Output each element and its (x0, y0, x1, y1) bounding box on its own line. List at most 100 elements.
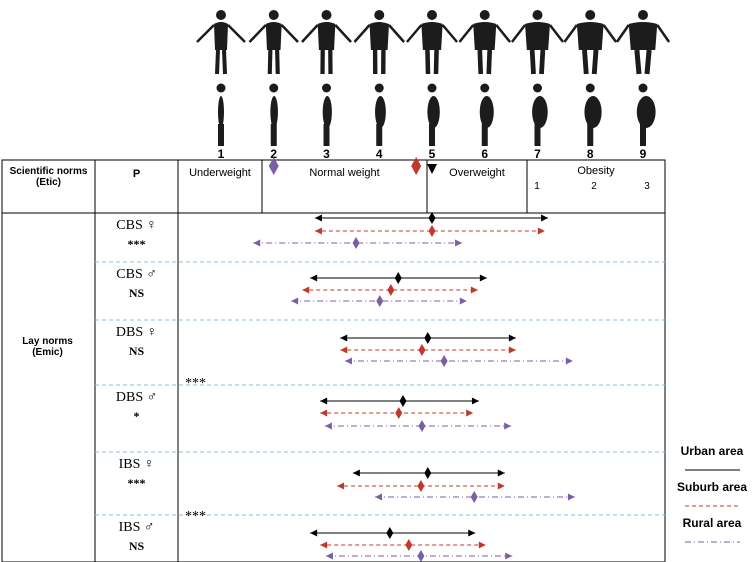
header-category: Normal weight (262, 167, 427, 179)
legs (217, 50, 225, 74)
head (585, 10, 595, 20)
range-end (325, 423, 332, 430)
mean-marker (429, 212, 436, 224)
head (586, 84, 595, 93)
torso (525, 22, 550, 50)
mean-marker (471, 491, 478, 503)
range-end (315, 215, 322, 222)
legs (427, 50, 436, 74)
legs (587, 124, 593, 146)
range-end (466, 410, 473, 417)
range-end (340, 347, 347, 354)
body-figure (407, 10, 457, 74)
header-category: Obesity (527, 165, 665, 177)
head (428, 84, 437, 93)
mean-marker (387, 284, 394, 296)
range-end (472, 398, 479, 405)
torso (270, 96, 278, 128)
range-end (509, 347, 516, 354)
header-category: Overweight (427, 167, 527, 179)
range-end (310, 275, 317, 282)
side-figure (375, 84, 386, 147)
range-end (480, 275, 487, 282)
bracket-label: *** (185, 509, 206, 524)
head (374, 10, 384, 20)
side-figure (322, 84, 332, 147)
legs (637, 50, 649, 74)
obesity-level: 2 (587, 181, 601, 192)
range-end (566, 358, 573, 365)
mean-marker (376, 295, 383, 307)
row-label: IBS ♂ (95, 520, 178, 536)
range-end (471, 287, 478, 294)
head (217, 84, 226, 93)
head (638, 10, 648, 20)
legs (480, 50, 490, 74)
body-figure (249, 10, 298, 74)
mean-marker (429, 225, 436, 237)
range-end (498, 470, 505, 477)
mean-marker (441, 355, 448, 367)
range-end (538, 228, 545, 235)
tick-label: 7 (534, 147, 541, 161)
head (269, 10, 279, 20)
head (269, 84, 278, 93)
legs (640, 124, 646, 146)
head (322, 10, 332, 20)
mean-marker (417, 550, 424, 562)
legs (429, 124, 435, 146)
head (322, 84, 331, 93)
head (533, 10, 543, 20)
side-figure (584, 84, 601, 147)
lay-norms: Lay norms (Emic) (10, 336, 85, 358)
body-figure (197, 10, 245, 74)
mean-marker (424, 332, 431, 344)
mean-marker (399, 395, 406, 407)
legs (482, 124, 488, 146)
significance: NS (95, 286, 178, 301)
legend-label: Urban area (681, 444, 744, 458)
range-end (315, 228, 322, 235)
torso (532, 96, 548, 128)
legs (535, 124, 541, 146)
tick-label: 9 (640, 147, 647, 161)
torso (266, 22, 282, 50)
torso (427, 96, 439, 128)
range-end (353, 470, 360, 477)
row-label: DBS ♀ (95, 325, 178, 341)
significance: * (95, 409, 178, 424)
range-end (302, 287, 309, 294)
torso (323, 96, 332, 128)
obesity-level: 1 (530, 181, 544, 192)
torso (584, 96, 601, 128)
legs (324, 124, 330, 146)
body-figure (354, 10, 404, 74)
head (533, 84, 542, 93)
row-label: CBS ♀ (95, 218, 178, 234)
torso (214, 22, 228, 50)
tick-label: 4 (376, 147, 383, 161)
head (216, 10, 226, 20)
range-end (320, 410, 327, 417)
legs (532, 50, 543, 74)
range-end (468, 530, 475, 537)
mean-marker (417, 480, 424, 492)
legs (218, 124, 224, 146)
legs (376, 124, 382, 146)
torso (577, 22, 604, 50)
significance: NS (95, 344, 178, 359)
range-end (310, 530, 317, 537)
legs (375, 50, 383, 74)
range-end (504, 423, 511, 430)
range-end (460, 298, 467, 305)
tick-label: 3 (323, 147, 330, 161)
tick-label: 5 (429, 147, 436, 161)
header-category: Underweight (178, 167, 262, 179)
legs (271, 124, 277, 146)
significance: *** (95, 237, 178, 252)
range-end (375, 494, 382, 501)
range-end (509, 335, 516, 342)
figure: 123456789******Urban areaSuburb areaRura… (0, 0, 756, 562)
mean-marker (424, 467, 431, 479)
range-end (320, 398, 327, 405)
